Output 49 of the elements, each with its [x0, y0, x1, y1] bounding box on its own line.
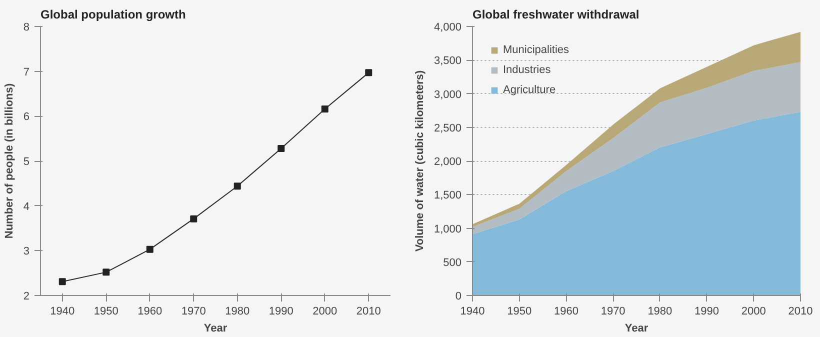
x-tick-label: 1940 [50, 306, 75, 318]
y-tick-label: 7 [23, 66, 30, 78]
x-tick-label: 2010 [788, 306, 813, 318]
x-tick-label: 1960 [554, 306, 578, 318]
point [321, 105, 328, 112]
y-axis-title: Number of people (in billions) [3, 83, 16, 239]
x-tick-label: 1980 [225, 306, 250, 318]
y-tick-label: 500 [443, 256, 462, 269]
y-tick-label: 5 [23, 156, 30, 168]
x-tick-label: 1960 [138, 306, 162, 318]
x-tick-label: 1980 [648, 306, 672, 318]
y-tick-label: 2,000 [434, 156, 462, 168]
chart-title: Global population growth [40, 8, 186, 22]
legend-label: Municipalities [503, 44, 570, 56]
point [102, 268, 110, 276]
y-tick-label: 3 [23, 246, 30, 258]
point [58, 278, 66, 286]
y-tick-label: 4 [23, 200, 30, 213]
x-tick-label: 1970 [181, 306, 206, 318]
point [365, 69, 372, 76]
x-tick-label: 2000 [741, 306, 766, 318]
y-tick-label: 2,500 [434, 122, 462, 134]
y-tick-label: 6 [23, 111, 30, 124]
point [190, 215, 198, 222]
x-tick-label: 2010 [356, 306, 381, 318]
x-tick-label: 1940 [460, 306, 485, 318]
x-axis-title: Year [624, 322, 649, 334]
x-axis-title: Year [204, 322, 228, 334]
y-tick-label: 3,000 [434, 88, 462, 101]
x-tick-label: 2000 [312, 306, 338, 318]
y-tick-label: 1,000 [434, 223, 462, 236]
x-tick-label: 1990 [694, 306, 720, 318]
x-tick-label: 1950 [94, 306, 118, 318]
point [278, 144, 285, 152]
y-tick-label: 3,500 [434, 55, 462, 68]
x-tick-label: 1970 [600, 306, 626, 318]
y-tick-label: 2 [23, 290, 30, 302]
legend-label: Industries [503, 64, 551, 76]
x-tick-label: 1990 [268, 306, 294, 318]
point [234, 182, 241, 190]
point [146, 246, 154, 253]
y-axis-title: Volume of water (cubic kilometers) [414, 70, 426, 252]
y-tick-label: 4,000 [434, 22, 462, 34]
y-tick-label: 0 [455, 290, 462, 302]
legend-label: Agriculture [503, 84, 556, 96]
y-tick-label: 1,500 [434, 190, 462, 202]
chart-title: Global freshwater withdrawal [472, 8, 640, 22]
x-tick-label: 1950 [507, 306, 532, 318]
y-tick-label: 8 [23, 22, 30, 34]
